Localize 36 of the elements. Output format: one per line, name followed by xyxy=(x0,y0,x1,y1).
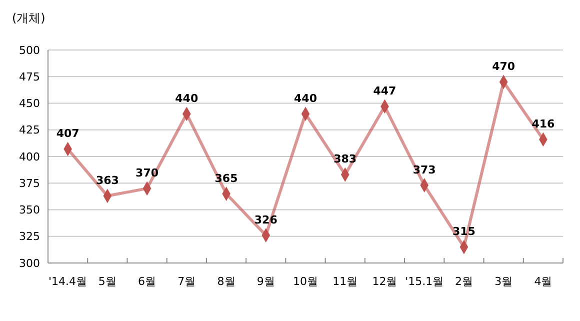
data-label: 326 xyxy=(254,213,278,226)
data-label: 440 xyxy=(175,92,198,105)
x-tick-label: 3월 xyxy=(494,275,513,288)
data-label: 365 xyxy=(214,172,238,185)
data-label: 315 xyxy=(452,225,476,238)
data-label: 370 xyxy=(136,166,159,180)
x-tick-label: 9월 xyxy=(256,275,275,288)
data-label: 373 xyxy=(412,163,436,176)
x-tick-label: 4월 xyxy=(534,275,552,288)
x-tick-label: 5월 xyxy=(98,275,116,288)
x-tick-label: '15.1월 xyxy=(405,275,444,288)
y-tick-label: 450 xyxy=(19,97,40,110)
y-tick-label: 500 xyxy=(19,44,40,57)
data-label: 407 xyxy=(56,127,80,140)
data-label: 470 xyxy=(492,60,516,73)
y-tick-label: 475 xyxy=(19,70,40,84)
y-tick-label: 325 xyxy=(19,230,40,244)
data-label: 447 xyxy=(373,84,396,98)
x-tick-label: 7월 xyxy=(178,275,196,288)
y-tick-label: 400 xyxy=(19,150,40,164)
data-label: 440 xyxy=(294,92,318,105)
data-label: 416 xyxy=(532,117,556,130)
data-label: 383 xyxy=(334,152,357,166)
y-tick-label: 425 xyxy=(19,124,40,137)
y-tick-label: 350 xyxy=(19,204,40,217)
x-tick-label: '14.4월 xyxy=(48,275,88,288)
y-tick-label: 375 xyxy=(19,176,40,190)
y-tick-label: 300 xyxy=(19,256,40,270)
x-tick-label: 11월 xyxy=(332,275,358,288)
data-label: 363 xyxy=(96,174,119,187)
x-tick-label: 6월 xyxy=(138,275,156,288)
x-tick-label: 8월 xyxy=(217,275,236,288)
x-tick-label: 2월 xyxy=(454,275,473,288)
x-tick-label: 12월 xyxy=(372,275,398,288)
x-tick-label: 10월 xyxy=(293,275,318,288)
y-axis-title: (개체) xyxy=(12,11,46,25)
